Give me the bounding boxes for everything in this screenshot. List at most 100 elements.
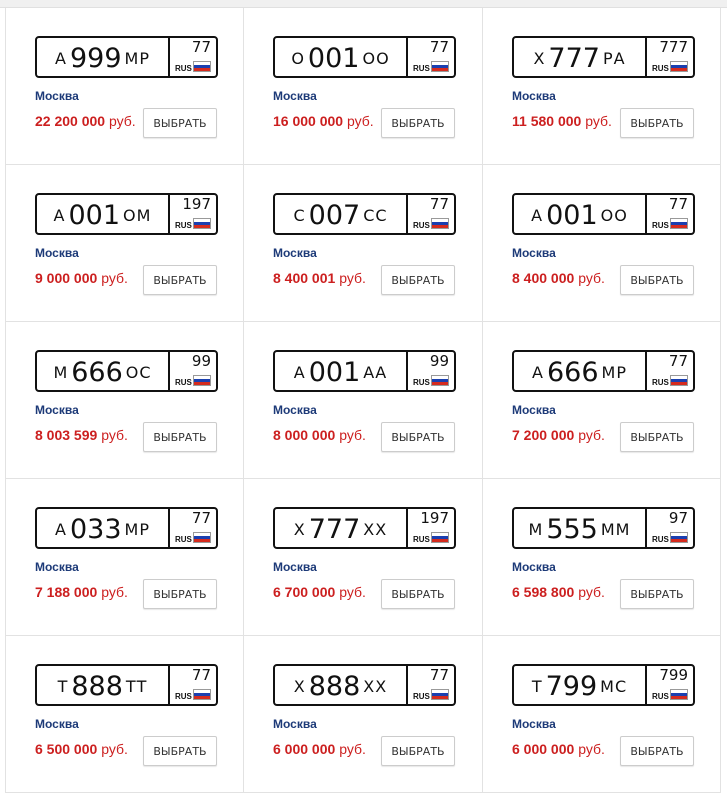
license-plate[interactable]: Х 777 ХХ 197 RUS [273,507,456,549]
price: 7 188 000 руб. [35,584,128,600]
listing-card: Х 777 РА 777 RUS Москва 11 580 000 руб. … [483,8,721,165]
price-value: 16 000 000 [273,113,344,129]
russia-flag-icon [193,689,211,700]
select-button[interactable]: ВЫБРАТЬ [143,422,217,452]
plate-region: 197 RUS [170,195,216,233]
city-label: Москва [273,246,317,260]
city-label: Москва [512,246,556,260]
price: 6 598 800 руб. [512,584,605,600]
license-plate[interactable]: М 555 ММ 97 RUS [512,507,695,549]
plate-series: ОС [125,362,152,382]
country-code: RUS [175,535,192,544]
russia-flag-icon [193,375,211,386]
country-code: RUS [413,535,430,544]
plate-digits: 999 [69,42,122,74]
price: 8 400 001 руб. [273,270,366,286]
price-value: 8 000 000 [273,427,336,443]
select-button[interactable]: ВЫБРАТЬ [620,579,694,609]
plate-series: ОМ [123,205,152,225]
select-button[interactable]: ВЫБРАТЬ [620,736,694,766]
license-plate[interactable]: Х 777 РА 777 RUS [512,36,695,78]
currency: руб. [101,427,128,443]
license-plate[interactable]: А 033 МР 77 RUS [35,507,218,549]
license-plate[interactable]: Т 799 МС 799 RUS [512,664,695,706]
license-plate[interactable]: О 001 ОО 77 RUS [273,36,456,78]
price-value: 9 000 000 [35,270,98,286]
country-code: RUS [652,221,669,230]
plate-region: 77 RUS [647,195,693,233]
city-label: Москва [512,717,556,731]
price: 22 200 000 руб. [35,113,136,129]
price: 8 000 000 руб. [273,427,366,443]
city-label: Москва [273,560,317,574]
select-button[interactable]: ВЫБРАТЬ [620,265,694,295]
listing-card: А 001 АА 99 RUS Москва 8 000 000 руб. ВЫ… [244,322,483,479]
select-button[interactable]: ВЫБРАТЬ [143,579,217,609]
plate-region: 77 RUS [408,195,454,233]
select-button[interactable]: ВЫБРАТЬ [143,736,217,766]
city-label: Москва [35,717,79,731]
license-plate[interactable]: А 666 МР 77 RUS [512,350,695,392]
plate-region: 99 RUS [170,352,216,390]
region-code: 799 [659,666,688,684]
select-button[interactable]: ВЫБРАТЬ [381,422,455,452]
plate-number: М 555 ММ [514,509,647,547]
license-plate[interactable]: Т 888 ТТ 77 RUS [35,664,218,706]
plate-letter: А [532,362,544,382]
plate-letter: Т [531,676,543,696]
listing-card: М 555 ММ 97 RUS Москва 6 598 800 руб. ВЫ… [483,479,721,636]
license-plate[interactable]: А 001 ОМ 197 RUS [35,193,218,235]
currency: руб. [578,741,605,757]
currency: руб. [578,270,605,286]
russia-flag-icon [431,689,449,700]
plate-number: А 999 МР [37,38,170,76]
license-plate[interactable]: С 007 СС 77 RUS [273,193,456,235]
listing-card: А 033 МР 77 RUS Москва 7 188 000 руб. ВЫ… [6,479,244,636]
select-button[interactable]: ВЫБРАТЬ [620,422,694,452]
plate-series: МР [601,362,627,382]
price: 6 000 000 руб. [512,741,605,757]
plate-region: 97 RUS [647,509,693,547]
select-button[interactable]: ВЫБРАТЬ [381,108,455,138]
listings-grid: А 999 МР 77 RUS Москва 22 200 000 руб. В… [5,8,721,793]
region-code: 77 [429,666,449,684]
license-plate[interactable]: Х 888 ХХ 77 RUS [273,664,456,706]
plate-region: 77 RUS [170,509,216,547]
license-plate[interactable]: А 999 МР 77 RUS [35,36,218,78]
license-plate[interactable]: А 001 ОО 77 RUS [512,193,695,235]
russia-flag-icon [193,61,211,72]
russia-flag-icon [431,61,449,72]
russia-flag-icon [670,689,688,700]
plate-digits: 666 [546,356,599,388]
plate-digits: 001 [308,356,361,388]
select-button[interactable]: ВЫБРАТЬ [381,736,455,766]
listing-card: О 001 ОО 77 RUS Москва 16 000 000 руб. В… [244,8,483,165]
plate-region: 777 RUS [647,38,693,76]
plate-series: ХХ [363,519,388,539]
select-button[interactable]: ВЫБРАТЬ [381,265,455,295]
price-value: 6 700 000 [273,584,336,600]
plate-series: МР [124,519,150,539]
plate-number: С 007 СС [275,195,408,233]
plate-letter: Х [293,519,306,539]
russia-flag-icon [431,218,449,229]
plate-number: А 001 АА [275,352,408,390]
city-label: Москва [273,717,317,731]
plate-letter: М [53,362,69,382]
plate-digits: 777 [308,513,361,545]
region-code: 99 [191,352,211,370]
plate-letter: А [55,48,67,68]
plate-digits: 001 [307,42,360,74]
license-plate[interactable]: А 001 АА 99 RUS [273,350,456,392]
license-plate[interactable]: М 666 ОС 99 RUS [35,350,218,392]
select-button[interactable]: ВЫБРАТЬ [143,265,217,295]
select-button[interactable]: ВЫБРАТЬ [143,108,217,138]
select-button[interactable]: ВЫБРАТЬ [620,108,694,138]
city-label: Москва [512,403,556,417]
currency: руб. [339,584,366,600]
plate-series: ХХ [363,676,388,696]
price: 6 700 000 руб. [273,584,366,600]
plate-series: МР [124,48,150,68]
select-button[interactable]: ВЫБРАТЬ [381,579,455,609]
plate-region: 77 RUS [408,666,454,704]
